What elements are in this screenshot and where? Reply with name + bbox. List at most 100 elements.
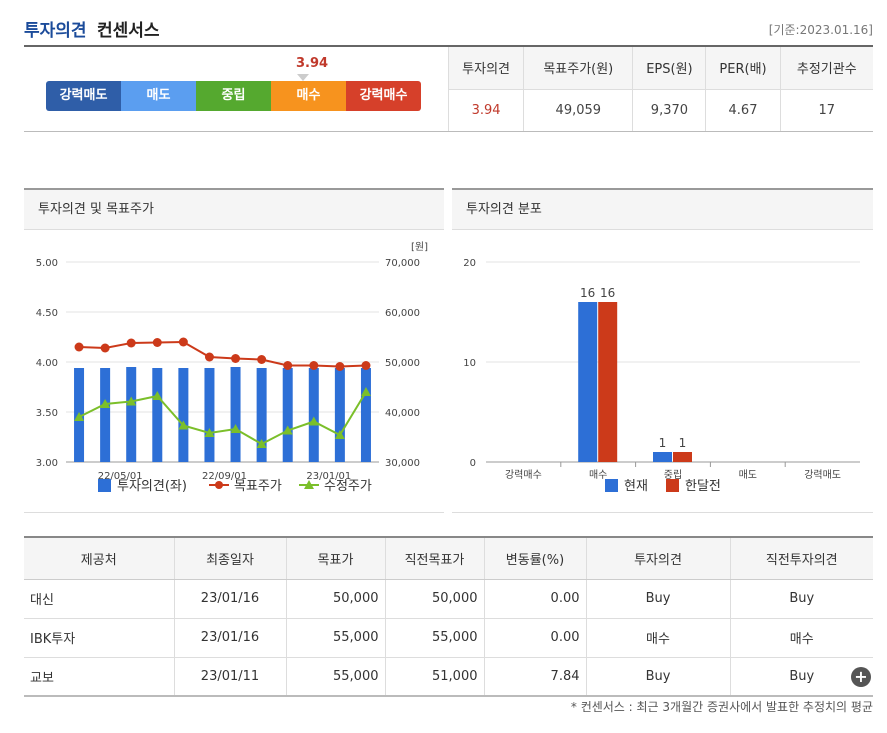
- scale-buy: 매수: [271, 81, 346, 111]
- legend-label-adjusted: 수정주가: [324, 479, 372, 494]
- x-category-label: 중립: [664, 468, 682, 481]
- change-rate: 7.84: [483, 657, 586, 697]
- opinion-bar: [100, 368, 111, 462]
- bar-data-label: 16: [580, 286, 595, 300]
- target-price-point: [257, 355, 267, 364]
- detail-header-provider: 제공처: [24, 536, 174, 580]
- target-price-point: [152, 338, 162, 347]
- summary-target-value: 49,059: [523, 89, 633, 132]
- adjusted-price-line: [78, 391, 367, 446]
- provider-name: IBK투자: [24, 618, 174, 658]
- detail-header-prev-target: 직전목표가: [384, 536, 484, 580]
- target-price-point: [231, 354, 241, 363]
- adjusted-price-point: [334, 430, 345, 439]
- legend-label-current: 현재: [624, 479, 648, 494]
- prev-opinion: Buy: [729, 579, 873, 619]
- y-left-tick: 3.00: [36, 458, 58, 469]
- summary-opinion-value: 3.94: [447, 89, 524, 132]
- header-divider: [24, 45, 873, 47]
- last-date: 23/01/16: [173, 618, 286, 658]
- prev-target-price: 51,000: [384, 657, 484, 697]
- y-tick: 20: [463, 258, 476, 269]
- target-price-point: [309, 361, 319, 370]
- y-right-tick: 40,000: [385, 408, 420, 419]
- opinion-bar: [256, 368, 267, 462]
- target-price-point: [283, 361, 293, 370]
- target-price-point: [100, 343, 110, 353]
- provider-name: 교보: [24, 657, 174, 697]
- opinion-bar: [126, 367, 137, 462]
- legend-swatch-target: [215, 481, 223, 489]
- adjusted-price-point: [256, 439, 267, 448]
- detail-header-change: 변동률(%): [483, 536, 586, 580]
- marker-arrow-icon: [297, 74, 309, 81]
- detail-header-date: 최종일자: [173, 536, 286, 580]
- detail-header-opinion: 투자의견: [585, 536, 730, 580]
- change-rate: 0.00: [483, 579, 586, 619]
- left-panel-bottom: [24, 512, 444, 513]
- target-price-line: [79, 340, 366, 368]
- y-right-tick: 70,000: [385, 258, 420, 269]
- prev-target-price: 55,000: [384, 618, 484, 658]
- legend-label-opinion: 투자의견(좌): [117, 479, 187, 494]
- provider-name: 대신: [24, 579, 174, 619]
- x-tick-label: 22/05/01: [98, 471, 143, 482]
- legend-label-target: 목표주가: [234, 479, 282, 494]
- summary-header-eps: EPS(원): [632, 47, 706, 90]
- legend-swatch-current: [605, 479, 618, 492]
- consensus-summary-table: 투자의견 목표주가(원) EPS(원) PER(배) 추정기관수 3.94 49…: [447, 47, 873, 132]
- summary-header-per: PER(배): [705, 47, 781, 90]
- target-price-point: [126, 338, 136, 348]
- y-left-tick: 5.00: [36, 258, 58, 269]
- detail-header-prev-opinion: 직전투자의견: [729, 536, 873, 580]
- opinion: Buy: [585, 579, 730, 619]
- adjusted-price-point: [230, 424, 241, 433]
- x-category-label: 강력매도: [804, 469, 841, 481]
- table-row: 교보 23/01/11 55,000 51,000 7.84 Buy Buy: [24, 657, 873, 697]
- table-row: IBK투자 23/01/16 55,000 55,000 0.00 매수 매수: [24, 618, 873, 658]
- target-price-point: [361, 361, 371, 370]
- scale-strong-sell: 강력매도: [46, 81, 121, 111]
- scale-sell: 매도: [121, 81, 196, 111]
- summary-eps-value: 9,370: [632, 89, 706, 132]
- target-price: 50,000: [285, 579, 385, 619]
- bar-data-label: 1: [679, 436, 687, 450]
- opinion-score-marker: 3.94: [296, 56, 329, 71]
- target-price-point: [178, 337, 188, 347]
- distribution-bar: [653, 452, 672, 462]
- summary-per-value: 4.67: [705, 89, 781, 132]
- distribution-bar: [578, 302, 598, 462]
- x-category-label: 강력매수: [505, 469, 542, 481]
- adjusted-price-point: [74, 412, 85, 421]
- right-panel-bottom: [452, 512, 873, 513]
- change-rate: 0.00: [483, 618, 586, 658]
- y-right-unit: [원]: [411, 241, 428, 253]
- summary-header-opinion: 투자의견: [447, 47, 524, 90]
- opinion-distribution-chart-title: 투자의견 분포: [452, 188, 873, 230]
- opinion-bar: [204, 368, 215, 462]
- y-right-tick: 60,000: [385, 308, 420, 319]
- x-tick-label: 23/01/01: [306, 471, 351, 482]
- y-right-tick: 30,000: [385, 458, 420, 469]
- opinion-bar: [152, 368, 163, 462]
- more-plus-icon[interactable]: +: [851, 667, 871, 687]
- summary-header-count: 추정기관수: [779, 47, 873, 90]
- footnote: * 컨센서스 : 최근 3개월간 증권사에서 발표한 추정치의 평균: [570, 700, 873, 714]
- legend-swatch-adjusted: [304, 480, 314, 489]
- opinion-target-chart: 5.00 4.50 4.00 3.50 3.00 70,000 60,000 50,000 40…: [36, 241, 428, 494]
- y-left-tick: 4.50: [36, 308, 58, 319]
- opinion-target-chart-title: 투자의견 및 목표주가: [24, 188, 444, 230]
- bar-data-label: 1: [659, 436, 667, 450]
- prev-target-price: 50,000: [384, 579, 484, 619]
- x-tick-label: 22/09/01: [202, 471, 247, 482]
- legend-swatch-month-ago: [666, 479, 679, 492]
- scale-strong-buy: 강력매수: [346, 81, 421, 111]
- summary-header-target: 목표주가(원): [523, 47, 633, 90]
- opinion-bar: [360, 368, 371, 462]
- x-category-label: 매도: [739, 469, 757, 481]
- adjusted-price-point: [204, 428, 215, 437]
- adjusted-price-point: [152, 391, 163, 400]
- x-category-label: 매수: [589, 469, 607, 481]
- target-price-point: [204, 352, 214, 362]
